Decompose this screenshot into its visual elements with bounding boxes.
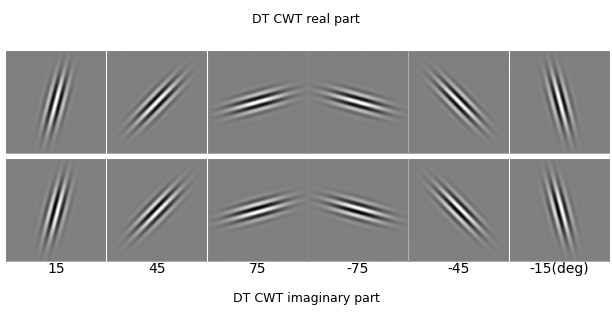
Text: 75: 75 [248, 262, 266, 276]
Text: -75: -75 [346, 262, 369, 276]
Text: DT CWT imaginary part: DT CWT imaginary part [233, 292, 379, 305]
Text: 15: 15 [48, 262, 65, 276]
Text: -45: -45 [447, 262, 469, 276]
Text: -15(deg): -15(deg) [529, 262, 589, 276]
Text: 45: 45 [148, 262, 166, 276]
Text: DT CWT real part: DT CWT real part [252, 13, 360, 26]
